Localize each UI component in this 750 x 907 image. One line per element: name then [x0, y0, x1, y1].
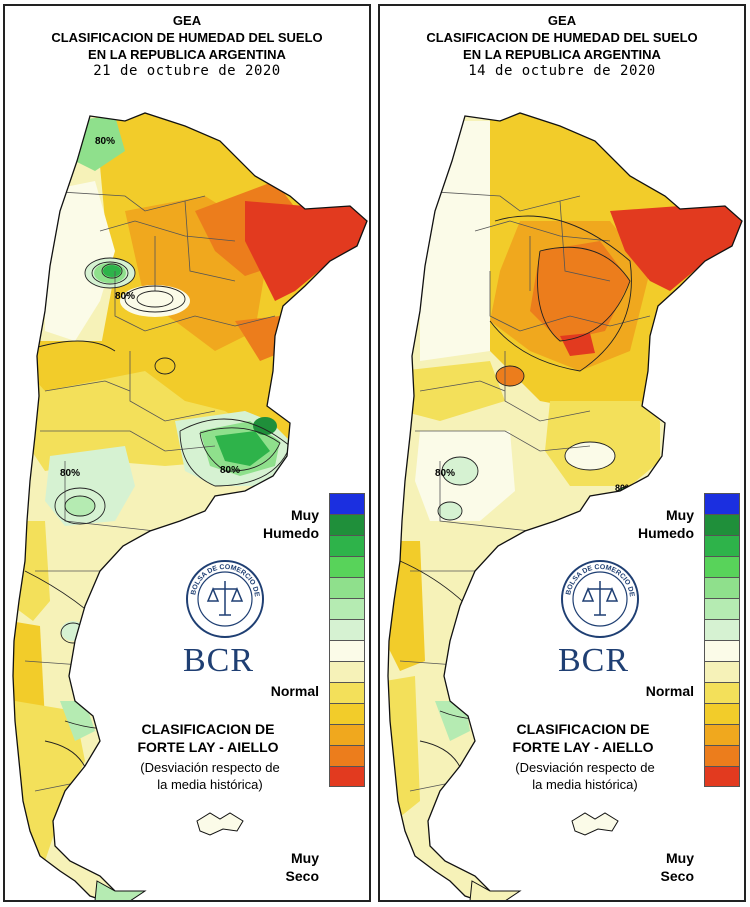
legend-swatch: [329, 619, 365, 640]
legend-label-wet: Muy Humedo: [263, 507, 319, 541]
moisture-legend: [329, 493, 365, 787]
legend-swatch: [329, 661, 365, 682]
legend-swatch: [329, 598, 365, 619]
method-note: (Desviación respecto de la media históric…: [515, 760, 655, 792]
bcr-wordmark: BCR: [558, 642, 630, 679]
legend-swatch: [704, 640, 740, 661]
contour-label: 80%: [60, 468, 80, 479]
legend-swatch: [704, 703, 740, 724]
contour-label: 80%: [615, 483, 633, 493]
argentina-moisture-map: 80% 80% 80% 80%: [12, 112, 368, 900]
bcr-wordmark: BCR: [183, 642, 255, 679]
legend-swatch: [704, 577, 740, 598]
legend-swatch: [329, 535, 365, 556]
contour-label: 80%: [220, 465, 240, 476]
legend-swatch: [329, 577, 365, 598]
legend-label-dry: Muy Seco: [660, 850, 694, 884]
legend-swatch: [704, 514, 740, 535]
legend-swatch: [329, 766, 365, 787]
moisture-legend: [704, 493, 740, 787]
legend-swatch: [704, 535, 740, 556]
legend-swatch: [704, 493, 740, 514]
legend-label-normal: Normal: [270, 683, 319, 699]
title-line1: CLASIFICACION DE HUMEDAD DEL SUELO: [426, 30, 698, 45]
legend-label-normal: Normal: [645, 683, 694, 699]
bcr-seal-logo: BOLSA DE COMERCIO DE ROSARIO: [185, 559, 264, 638]
legend-swatch: [704, 556, 740, 577]
legend-swatch: [329, 703, 365, 724]
title-line2: EN LA REPUBLICA ARGENTINA: [88, 47, 286, 62]
legend-swatch: [329, 724, 365, 745]
contour-label: 80%: [435, 468, 455, 479]
panel-title: GEA CLASIFICACION DE HUMEDAD DEL SUELO E…: [380, 12, 744, 80]
map-date: 14 de octubre de 2020: [468, 63, 656, 79]
method-note: (Desviación respecto de la media históric…: [140, 760, 280, 792]
panel-title: GEA CLASIFICACION DE HUMEDAD DEL SUELO E…: [5, 12, 369, 80]
title-line2: EN LA REPUBLICA ARGENTINA: [463, 47, 661, 62]
bcr-seal-logo: BOLSA DE COMERCIO DE ROSARIO: [560, 559, 639, 638]
legend-swatch: [329, 493, 365, 514]
legend-swatch: [329, 640, 365, 661]
legend-swatch: [704, 619, 740, 640]
map-panel-oct21: GEA CLASIFICACION DE HUMEDAD DEL SUELO E…: [3, 4, 371, 902]
legend-swatch: [704, 682, 740, 703]
legend-label-wet: Muy Humedo: [638, 507, 694, 541]
legend-swatch: [704, 724, 740, 745]
legend-swatch: [329, 514, 365, 535]
org-name: GEA: [172, 13, 202, 28]
title-line1: CLASIFICACION DE HUMEDAD DEL SUELO: [51, 30, 323, 45]
contour-label: 80%: [95, 136, 115, 147]
legend-swatch: [704, 661, 740, 682]
map-date: 21 de octubre de 2020: [93, 63, 281, 79]
legend-swatch: [329, 682, 365, 703]
contour-label: 80%: [115, 291, 135, 302]
argentina-moisture-map: 80% 80%: [387, 112, 743, 900]
legend-swatch: [704, 766, 740, 787]
method-title: CLASIFICACION DE FORTE LAY - AIELLO: [137, 721, 279, 755]
legend-swatch: [329, 745, 365, 766]
legend-swatch: [329, 556, 365, 577]
legend-swatch: [704, 745, 740, 766]
org-name: GEA: [547, 13, 577, 28]
legend-label-dry: Muy Seco: [285, 850, 319, 884]
map-panel-oct14: GEA CLASIFICACION DE HUMEDAD DEL SUELO E…: [378, 4, 746, 902]
method-title: CLASIFICACION DE FORTE LAY - AIELLO: [512, 721, 654, 755]
legend-swatch: [704, 598, 740, 619]
